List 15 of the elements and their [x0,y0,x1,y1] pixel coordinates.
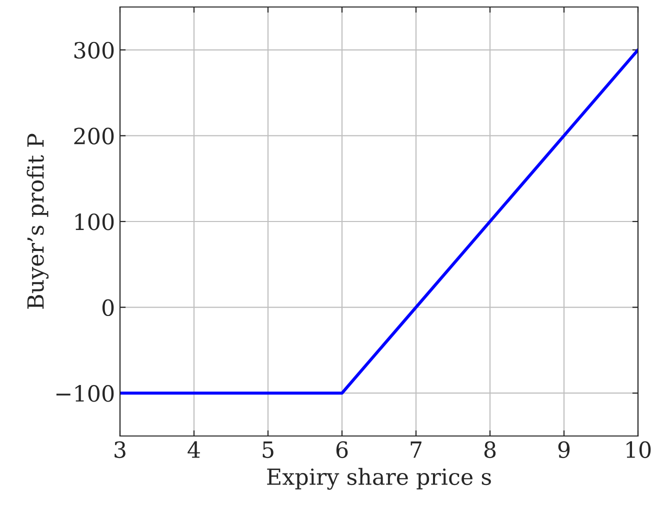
x-tick-label: 6 [336,441,348,458]
x-tick-label: 8 [484,441,496,458]
x-tick-label: 9 [558,441,570,458]
x-tick-label: 5 [262,442,274,458]
y-tick-label: 200 [74,128,114,144]
y-axis-title: Buyer’s profit P [26,134,49,309]
y-tick-label: 300 [74,42,114,59]
y-tick-label: −100 [56,385,114,402]
y-tick-label: 100 [75,213,114,230]
x-axis-title: Expiry share price s [267,468,491,490]
y-tick-label: 0 [102,299,114,316]
x-tick-label: 4 [188,441,200,458]
x-tick-label: 3 [114,441,126,458]
x-tick-label: 7 [410,442,422,458]
x-tick-label: 10 [626,441,651,458]
